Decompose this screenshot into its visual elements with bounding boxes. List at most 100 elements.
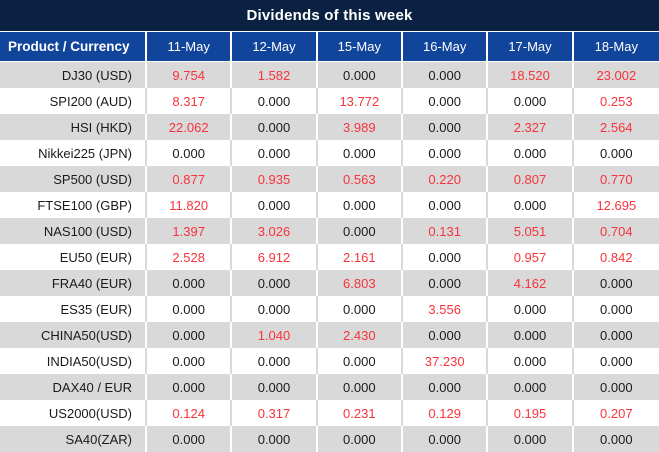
table-title: Dividends of this week — [0, 0, 659, 31]
value-cell: 0.000 — [147, 322, 233, 348]
value-cell: 6.912 — [232, 244, 318, 270]
value-cell: 2.161 — [318, 244, 403, 270]
value-cell: 0.000 — [488, 322, 574, 348]
value-cell: 0.770 — [600, 171, 633, 187]
header-cell-date-1: 11-May — [147, 32, 233, 61]
value-cell: 0.000 — [318, 140, 403, 166]
value-cell: 0.000 — [147, 270, 233, 296]
value-cell: 0.000 — [318, 348, 403, 374]
value-cell: 0.000 — [600, 327, 633, 343]
header-cell-date-3: 15-May — [318, 32, 403, 61]
table-row: CHINA50(USD) 0.000 1.040 2.430 0.000 0.000 0.0… — [0, 322, 659, 348]
value-cell: 0.000 — [488, 426, 574, 452]
value-cell: 0.231 — [318, 400, 403, 426]
value-cell: 0.000 — [488, 88, 574, 114]
value-cell: 0.000 — [147, 426, 233, 452]
product-cell: DAX40 / EUR — [0, 374, 147, 400]
value-cell: 3.989 — [318, 114, 403, 140]
product-cell: CHINA50(USD) — [0, 322, 147, 348]
value-cell: 4.162 — [488, 270, 574, 296]
table-row: FRA40 (EUR) 0.000 0.000 6.803 0.000 4.162 0.00… — [0, 270, 659, 296]
value-cell: 0.000 — [600, 353, 633, 369]
value-cell: 0.000 — [488, 140, 574, 166]
value-cell: 0.000 — [403, 322, 489, 348]
value-cell: 0.129 — [403, 400, 489, 426]
value-cell: 0.000 — [318, 296, 403, 322]
table-row: HSI (HKD) 22.062 0.000 3.989 0.000 2.327 2.564 — [0, 114, 659, 140]
value-cell: 0.000 — [488, 374, 574, 400]
product-cell: HSI (HKD) — [0, 114, 147, 140]
value-cell: 0.000 — [232, 426, 318, 452]
value-cell: 0.000 — [232, 114, 318, 140]
product-cell: SP500 (USD) — [0, 166, 147, 192]
header-cell-product-currency: Product / Currency — [0, 32, 147, 61]
value-cell: 0.131 — [403, 218, 489, 244]
product-cell: Nikkei225 (JPN) — [0, 140, 147, 166]
value-cell: 0.000 — [232, 270, 318, 296]
value-cell: 0.000 — [318, 218, 403, 244]
product-cell: INDIA50(USD) — [0, 348, 147, 374]
table-row: SP500 (USD) 0.877 0.935 0.563 0.220 0.807 0.77… — [0, 166, 659, 192]
value-cell: 0.000 — [232, 88, 318, 114]
value-cell: 0.207 — [600, 405, 633, 421]
table-row: DAX40 / EUR 0.000 0.000 0.000 0.000 0.000 0.00… — [0, 374, 659, 400]
value-cell: 0.220 — [403, 166, 489, 192]
value-cell: 0.000 — [147, 296, 233, 322]
value-cell: 0.704 — [600, 223, 633, 239]
value-cell: 0.000 — [147, 374, 233, 400]
value-cell: 13.772 — [318, 88, 403, 114]
table-row: EU50 (EUR) 2.528 6.912 2.161 0.000 0.957 0.842 — [0, 244, 659, 270]
table-body: DJ30 (USD) 9.754 1.582 0.000 0.000 18.520 23.0… — [0, 62, 659, 452]
value-cell: 0.000 — [232, 140, 318, 166]
table-row: FTSE100 (GBP) 11.820 0.000 0.000 0.000 0.000 1… — [0, 192, 659, 218]
value-cell: 0.000 — [403, 426, 489, 452]
value-cell: 5.051 — [488, 218, 574, 244]
value-cell: 2.564 — [600, 119, 633, 135]
value-cell: 0.000 — [488, 348, 574, 374]
value-cell: 0.957 — [488, 244, 574, 270]
table-row: US2000(USD) 0.124 0.317 0.231 0.129 0.195 0.20… — [0, 400, 659, 426]
value-cell: 0.000 — [600, 431, 633, 447]
value-cell: 8.317 — [147, 88, 233, 114]
value-cell: 1.582 — [232, 62, 318, 88]
header-cell-date-4: 16-May — [403, 32, 489, 61]
value-cell: 0.000 — [232, 348, 318, 374]
product-cell: FTSE100 (GBP) — [0, 192, 147, 218]
value-cell: 0.195 — [488, 400, 574, 426]
value-cell: 11.820 — [147, 192, 233, 218]
value-cell: 2.430 — [318, 322, 403, 348]
value-cell: 0.000 — [403, 374, 489, 400]
value-cell: 37.230 — [403, 348, 489, 374]
value-cell: 0.000 — [488, 296, 574, 322]
value-cell: 6.803 — [318, 270, 403, 296]
table-row: SA40(ZAR) 0.000 0.000 0.000 0.000 0.000 0.000 — [0, 426, 659, 452]
value-cell: 12.695 — [596, 197, 637, 213]
table-row: DJ30 (USD) 9.754 1.582 0.000 0.000 18.520 23.0… — [0, 62, 659, 88]
value-cell: 0.000 — [403, 62, 489, 88]
value-cell: 3.026 — [232, 218, 318, 244]
value-cell: 0.000 — [403, 114, 489, 140]
value-cell: 0.000 — [147, 348, 233, 374]
value-cell: 1.397 — [147, 218, 233, 244]
value-cell: 0.000 — [403, 140, 489, 166]
value-cell: 0.563 — [318, 166, 403, 192]
value-cell: 0.000 — [488, 192, 574, 218]
value-cell: 1.040 — [232, 322, 318, 348]
value-cell: 0.317 — [232, 400, 318, 426]
header-cell-date-6: 18-May — [594, 39, 638, 54]
product-cell: SPI200 (AUD) — [0, 88, 147, 114]
value-cell: 0.000 — [403, 244, 489, 270]
product-cell: ES35 (EUR) — [0, 296, 147, 322]
product-cell: NAS100 (USD) — [0, 218, 147, 244]
value-cell: 18.520 — [488, 62, 574, 88]
value-cell: 0.000 — [318, 374, 403, 400]
value-cell: 22.062 — [147, 114, 233, 140]
table-row: SPI200 (AUD) 8.317 0.000 13.772 0.000 0.000 0.… — [0, 88, 659, 114]
table-row: Nikkei225 (JPN) 0.000 0.000 0.000 0.000 0.000… — [0, 140, 659, 166]
value-cell: 0.000 — [318, 426, 403, 452]
value-cell: 0.807 — [488, 166, 574, 192]
value-cell: 0.000 — [232, 296, 318, 322]
header-cell-date-5: 17-May — [488, 32, 574, 61]
table-row: NAS100 (USD) 1.397 3.026 0.000 0.131 5.051 0.7… — [0, 218, 659, 244]
